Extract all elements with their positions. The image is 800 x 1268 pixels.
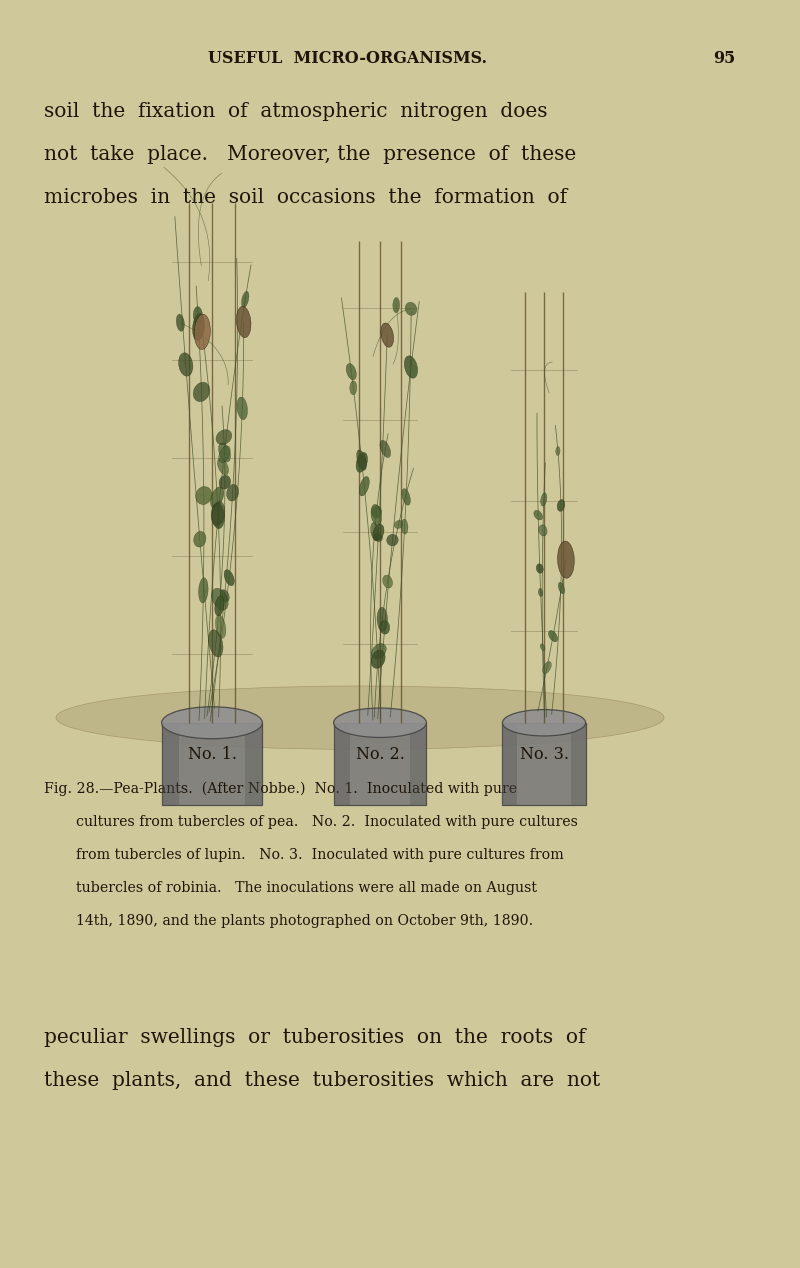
Text: No. 1.: No. 1. <box>187 746 237 763</box>
Ellipse shape <box>502 710 586 735</box>
FancyBboxPatch shape <box>502 723 586 805</box>
FancyBboxPatch shape <box>162 723 179 805</box>
Ellipse shape <box>542 662 551 673</box>
Ellipse shape <box>402 488 410 505</box>
Ellipse shape <box>370 522 378 540</box>
Ellipse shape <box>404 356 418 378</box>
Ellipse shape <box>346 364 356 380</box>
Ellipse shape <box>220 590 230 602</box>
Text: peculiar  swellings  or  tuberosities  on  the  roots  of: peculiar swellings or tuberosities on th… <box>44 1028 586 1046</box>
Ellipse shape <box>214 596 224 616</box>
Ellipse shape <box>211 501 225 525</box>
Text: soil  the  fixation  of  atmospheric  nitrogen  does: soil the fixation of atmospheric nitroge… <box>44 103 547 120</box>
Ellipse shape <box>176 314 185 331</box>
Ellipse shape <box>402 519 408 534</box>
Ellipse shape <box>556 446 560 455</box>
Ellipse shape <box>558 541 574 578</box>
Ellipse shape <box>198 578 208 602</box>
Ellipse shape <box>210 487 224 507</box>
Ellipse shape <box>357 450 366 470</box>
Ellipse shape <box>558 582 565 593</box>
Ellipse shape <box>356 453 367 472</box>
Ellipse shape <box>371 506 382 517</box>
FancyBboxPatch shape <box>162 723 262 805</box>
Ellipse shape <box>218 446 230 463</box>
Ellipse shape <box>194 307 202 325</box>
Ellipse shape <box>541 493 547 506</box>
Ellipse shape <box>194 382 210 402</box>
Ellipse shape <box>193 313 205 341</box>
Ellipse shape <box>350 380 357 394</box>
Ellipse shape <box>196 487 212 505</box>
Text: No. 3.: No. 3. <box>519 746 569 763</box>
Ellipse shape <box>371 644 386 659</box>
Ellipse shape <box>209 630 223 657</box>
Text: not  take  place.   Moreover, the  presence  of  these: not take place. Moreover, the presence o… <box>44 146 576 164</box>
Text: tubercles of robinia.   The inoculations were all made on August: tubercles of robinia. The inoculations w… <box>76 880 537 895</box>
Ellipse shape <box>212 588 228 610</box>
Ellipse shape <box>162 706 262 739</box>
Ellipse shape <box>371 650 385 668</box>
Text: USEFUL  MICRO-ORGANISMS.: USEFUL MICRO-ORGANISMS. <box>209 51 487 67</box>
Text: 95: 95 <box>713 51 735 67</box>
Text: these  plants,  and  these  tuberosities  which  are  not: these plants, and these tuberosities whi… <box>44 1071 600 1089</box>
Ellipse shape <box>224 569 234 586</box>
Ellipse shape <box>381 323 394 347</box>
Ellipse shape <box>371 505 382 525</box>
FancyBboxPatch shape <box>502 723 517 805</box>
Text: 14th, 1890, and the plants photographed on October 9th, 1890.: 14th, 1890, and the plants photographed … <box>76 913 534 928</box>
Text: from tubercles of lupin.   No. 3.  Inoculated with pure cultures from: from tubercles of lupin. No. 3. Inoculat… <box>76 847 564 862</box>
Ellipse shape <box>334 708 426 738</box>
Ellipse shape <box>56 686 664 749</box>
Ellipse shape <box>538 525 547 536</box>
Text: cultures from tubercles of pea.   No. 2.  Inoculated with pure cultures: cultures from tubercles of pea. No. 2. I… <box>76 814 578 829</box>
FancyBboxPatch shape <box>245 723 262 805</box>
Ellipse shape <box>557 500 565 511</box>
Ellipse shape <box>405 302 417 316</box>
Ellipse shape <box>394 520 403 529</box>
Ellipse shape <box>393 298 400 313</box>
Ellipse shape <box>218 443 230 462</box>
Ellipse shape <box>536 564 543 573</box>
Ellipse shape <box>377 607 387 631</box>
Ellipse shape <box>226 484 238 501</box>
Ellipse shape <box>219 476 230 489</box>
Ellipse shape <box>373 524 384 540</box>
Ellipse shape <box>237 397 247 420</box>
Ellipse shape <box>242 292 249 308</box>
Ellipse shape <box>386 534 398 547</box>
Ellipse shape <box>534 510 542 520</box>
Ellipse shape <box>359 477 370 496</box>
Ellipse shape <box>218 458 229 476</box>
Ellipse shape <box>380 440 390 458</box>
Ellipse shape <box>549 630 558 642</box>
Ellipse shape <box>178 353 193 377</box>
Text: microbes  in  the  soil  occasions  the  formation  of: microbes in the soil occasions the forma… <box>44 189 567 207</box>
Ellipse shape <box>236 307 251 337</box>
Ellipse shape <box>194 531 206 547</box>
Text: No. 2.: No. 2. <box>355 746 405 763</box>
Ellipse shape <box>216 430 232 445</box>
Ellipse shape <box>215 615 226 638</box>
Ellipse shape <box>374 534 382 541</box>
Ellipse shape <box>538 588 543 596</box>
FancyBboxPatch shape <box>571 723 586 805</box>
FancyBboxPatch shape <box>410 723 426 805</box>
FancyBboxPatch shape <box>334 723 426 805</box>
Ellipse shape <box>194 314 210 350</box>
Text: Fig. 28.—Pea-Plants.  (After Nobbe.)  No. 1.  Inoculated with pure: Fig. 28.—Pea-Plants. (After Nobbe.) No. … <box>44 781 517 796</box>
Ellipse shape <box>212 503 225 529</box>
Ellipse shape <box>540 644 545 650</box>
Ellipse shape <box>380 620 390 634</box>
Ellipse shape <box>382 576 393 588</box>
FancyBboxPatch shape <box>334 723 350 805</box>
